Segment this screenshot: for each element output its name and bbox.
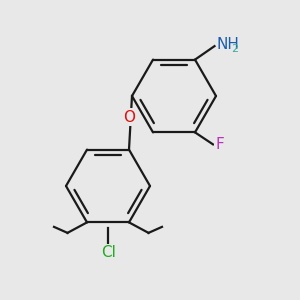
Text: F: F — [215, 137, 224, 152]
Text: NH: NH — [217, 37, 240, 52]
Text: Cl: Cl — [101, 245, 116, 260]
Text: 2: 2 — [231, 44, 238, 53]
Text: O: O — [123, 110, 135, 124]
